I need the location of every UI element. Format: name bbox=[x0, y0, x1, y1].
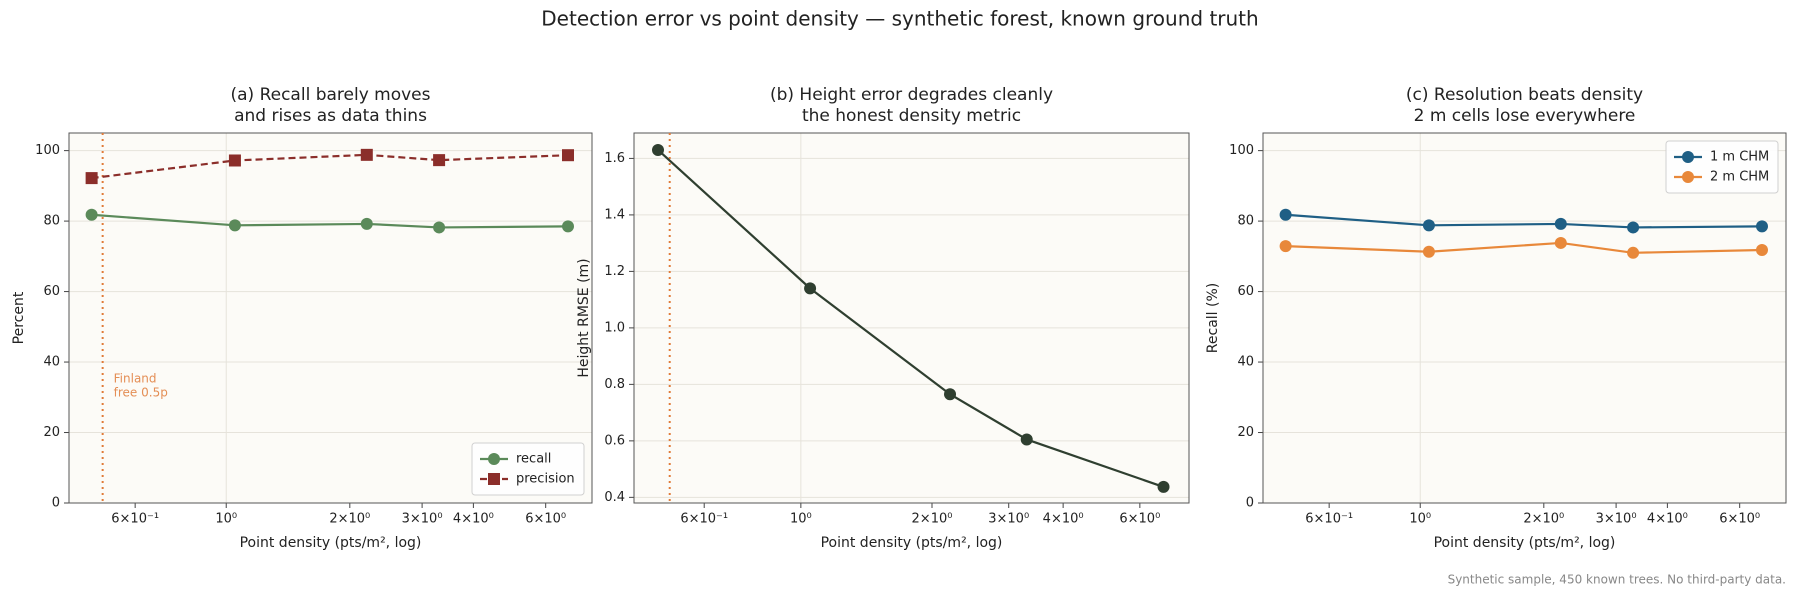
panel-title: (b) Height error degrades cleanly bbox=[770, 85, 1053, 105]
marker bbox=[1554, 217, 1567, 230]
x-tick-label: 6×10⁻¹ bbox=[680, 512, 728, 527]
figure-title: Detection error vs point density — synth… bbox=[541, 7, 1258, 31]
panel-title: the honest density metric bbox=[802, 106, 1021, 126]
marker bbox=[561, 149, 574, 162]
marker bbox=[1422, 245, 1435, 258]
y-tick-label: 0.6 bbox=[604, 433, 625, 448]
x-tick-label: 10⁰ bbox=[790, 512, 812, 527]
x-tick-label: 4×10⁰ bbox=[1647, 512, 1688, 527]
legend-box bbox=[1665, 140, 1779, 194]
marker bbox=[1627, 246, 1640, 259]
y-tick-label: 100 bbox=[35, 143, 60, 158]
x-axis-label: Point density (pts/m², log) bbox=[821, 535, 1003, 551]
marker bbox=[804, 282, 817, 295]
x-tick-label: 6×10⁰ bbox=[1119, 512, 1160, 527]
x-tick-label: 2×10⁰ bbox=[1523, 512, 1564, 527]
x-tick-label: 10⁰ bbox=[1409, 512, 1431, 527]
legend-label: precision bbox=[516, 472, 575, 487]
y-tick-label: 0 bbox=[1246, 496, 1254, 511]
marker bbox=[1554, 236, 1567, 249]
y-tick-label: 20 bbox=[1237, 425, 1254, 440]
y-tick-label: 0.8 bbox=[604, 377, 625, 392]
marker bbox=[944, 388, 957, 401]
legend-marker bbox=[1682, 151, 1694, 163]
marker bbox=[433, 221, 446, 234]
panel-title: (c) Resolution beats density bbox=[1406, 85, 1643, 105]
x-tick-label: 4×10⁰ bbox=[1043, 512, 1084, 527]
panel-title: 2 m cells lose everywhere bbox=[1414, 106, 1636, 126]
marker bbox=[228, 154, 241, 167]
marker bbox=[228, 219, 241, 232]
y-tick-label: 20 bbox=[43, 425, 60, 440]
y-tick-label: 60 bbox=[1237, 284, 1254, 299]
y-tick-label: 1.4 bbox=[604, 207, 625, 222]
x-tick-label: 4×10⁰ bbox=[453, 512, 494, 527]
y-tick-label: 60 bbox=[43, 284, 60, 299]
x-tick-label: 3×10⁰ bbox=[988, 512, 1029, 527]
panel-title: (a) Recall barely moves bbox=[230, 85, 430, 105]
marker bbox=[85, 208, 98, 221]
x-tick-label: 2×10⁰ bbox=[912, 512, 953, 527]
y-tick-label: 100 bbox=[1229, 143, 1254, 158]
y-axis-label: Percent bbox=[11, 291, 27, 344]
x-tick-label: 6×10⁰ bbox=[525, 512, 566, 527]
x-tick-label: 3×10⁰ bbox=[402, 512, 443, 527]
marker bbox=[360, 148, 373, 161]
legend-label: 1 m CHM bbox=[1710, 150, 1769, 165]
marker bbox=[1755, 220, 1768, 233]
plot-area bbox=[1263, 133, 1786, 503]
legend-marker bbox=[1682, 171, 1694, 183]
y-axis-label: Recall (%) bbox=[1205, 283, 1221, 353]
marker bbox=[1422, 219, 1435, 232]
y-tick-label: 0 bbox=[52, 496, 60, 511]
legend-marker bbox=[488, 453, 500, 465]
x-tick-label: 6×10⁻¹ bbox=[1305, 512, 1353, 527]
y-tick-label: 80 bbox=[1237, 214, 1254, 229]
legend-marker bbox=[488, 473, 500, 485]
footnote: Synthetic sample, 450 known trees. No th… bbox=[1448, 573, 1786, 587]
plot-area bbox=[634, 133, 1189, 503]
marker bbox=[1755, 243, 1768, 256]
x-tick-label: 2×10⁰ bbox=[329, 512, 370, 527]
marker bbox=[360, 217, 373, 230]
y-tick-label: 1.2 bbox=[604, 264, 625, 279]
y-tick-label: 40 bbox=[43, 355, 60, 370]
axes-frame bbox=[633, 132, 1190, 504]
x-axis-label: Point density (pts/m², log) bbox=[1434, 535, 1616, 551]
y-tick-label: 40 bbox=[1237, 355, 1254, 370]
legend-label: recall bbox=[516, 452, 551, 467]
y-tick-label: 1.6 bbox=[604, 151, 625, 166]
x-tick-label: 10⁰ bbox=[215, 512, 237, 527]
marker bbox=[1279, 240, 1292, 253]
axes-frame bbox=[68, 132, 593, 504]
panel-title: and rises as data thins bbox=[234, 106, 427, 126]
marker bbox=[1279, 208, 1292, 221]
x-tick-label: 3×10⁰ bbox=[1596, 512, 1637, 527]
annotation: free 0.5p bbox=[114, 386, 168, 400]
marker bbox=[561, 220, 574, 233]
y-tick-label: 0.4 bbox=[604, 490, 625, 505]
axes-frame bbox=[1262, 132, 1787, 504]
marker bbox=[1020, 433, 1033, 446]
marker bbox=[1627, 221, 1640, 234]
marker bbox=[1157, 480, 1170, 493]
y-axis-label: Height RMSE (m) bbox=[576, 258, 592, 377]
x-axis-label: Point density (pts/m², log) bbox=[240, 535, 422, 551]
y-tick-label: 1.0 bbox=[604, 320, 625, 335]
marker bbox=[85, 172, 98, 185]
x-tick-label: 6×10⁻¹ bbox=[111, 512, 159, 527]
marker bbox=[652, 143, 665, 156]
plot-area bbox=[69, 133, 592, 503]
x-tick-label: 6×10⁰ bbox=[1719, 512, 1760, 527]
y-tick-label: 80 bbox=[43, 214, 60, 229]
marker bbox=[433, 154, 446, 167]
legend-label: 2 m CHM bbox=[1710, 170, 1769, 185]
annotation: Finland bbox=[114, 372, 157, 386]
